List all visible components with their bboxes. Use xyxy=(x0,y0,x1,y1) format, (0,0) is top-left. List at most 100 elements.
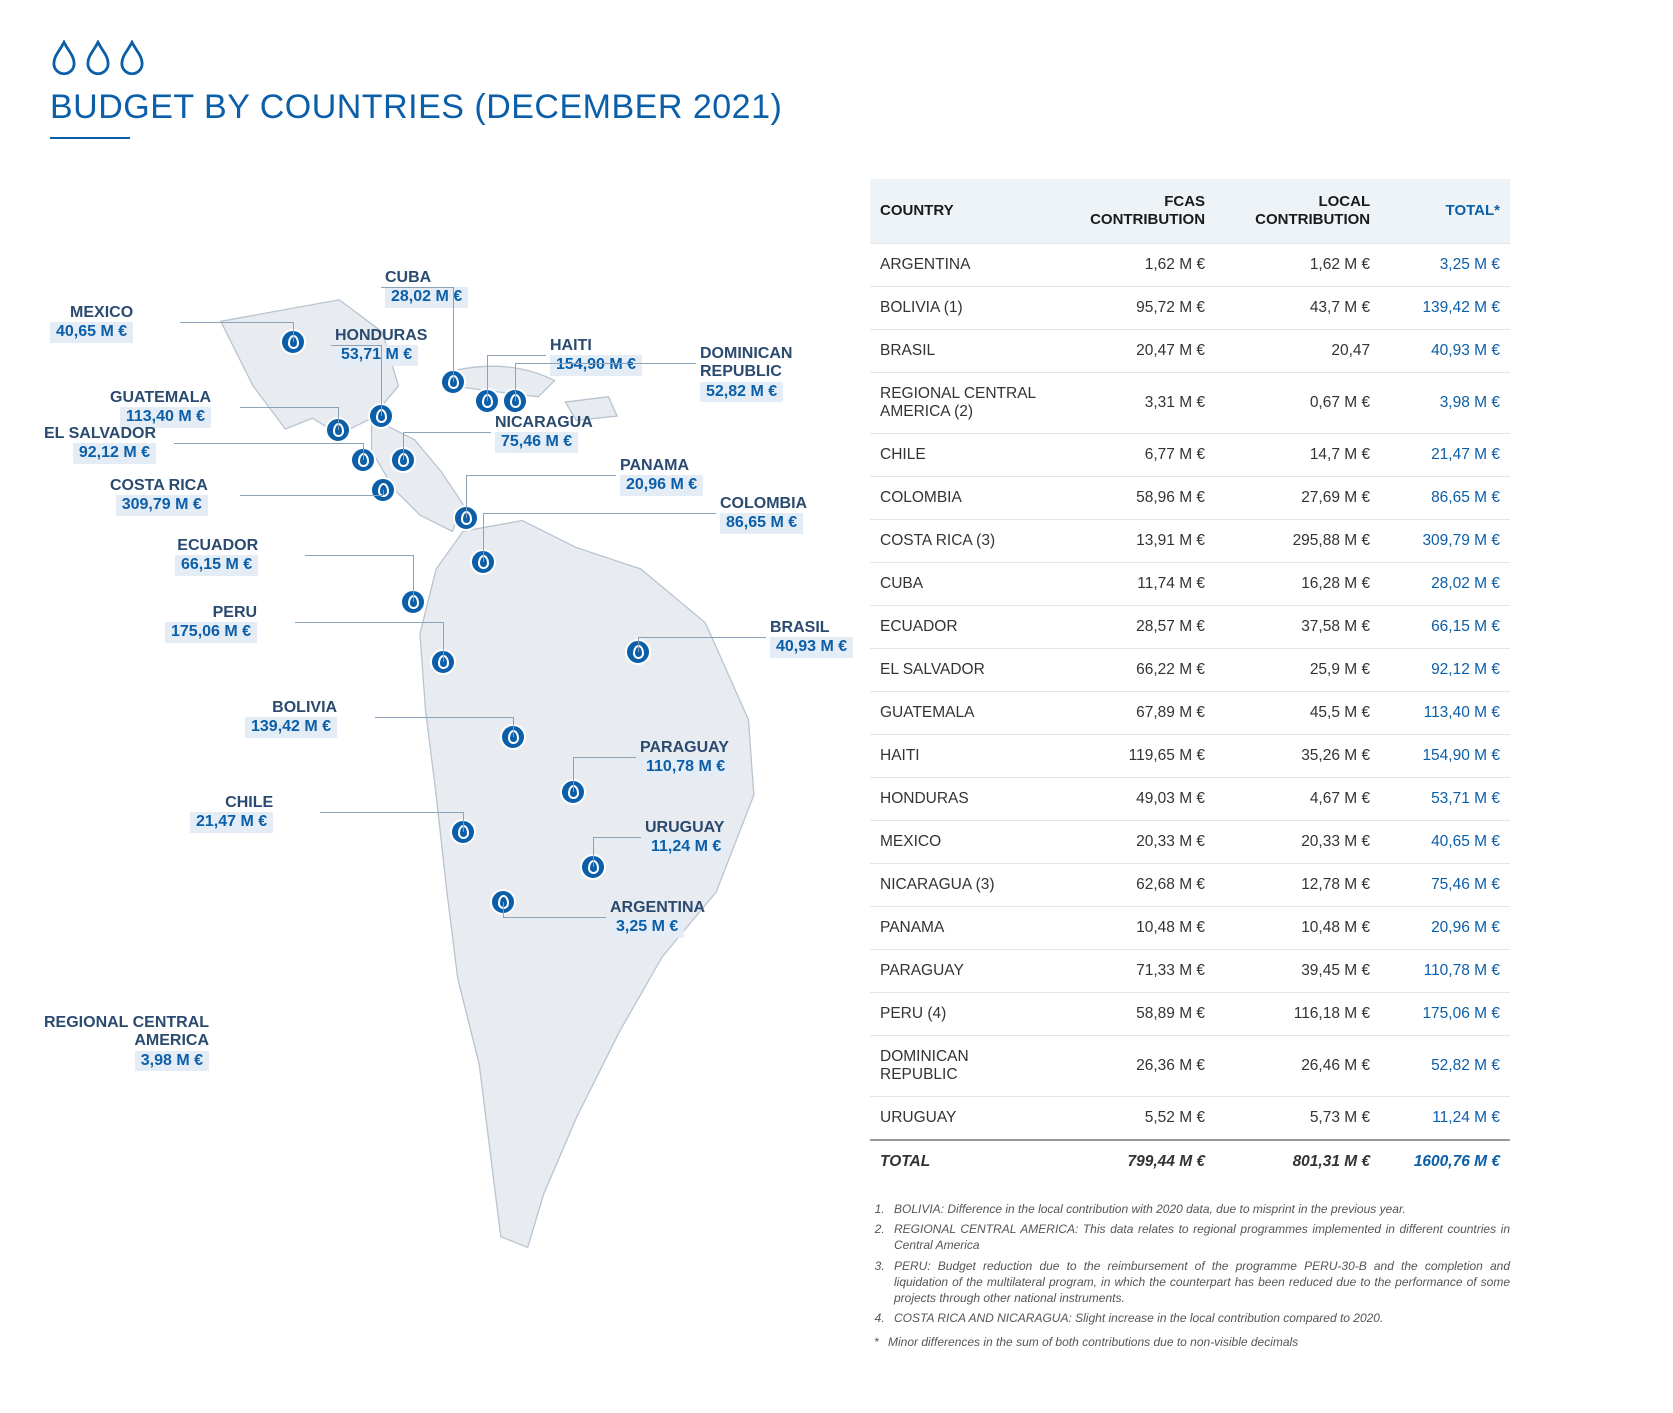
leader-line xyxy=(375,717,513,718)
cell-country: URUGUAY xyxy=(870,1097,1050,1141)
cell-total: 20,96 M € xyxy=(1380,907,1510,950)
map-label-value: 53,71 M € xyxy=(335,345,418,365)
map-label-ecuador: ECUADOR66,15 M € xyxy=(175,537,258,576)
leader-line xyxy=(240,495,383,496)
leader-line xyxy=(403,432,404,460)
cell-fcas: 71,33 M € xyxy=(1050,950,1215,993)
table-row: BOLIVIA (1)95,72 M €43,7 M €139,42 M € xyxy=(870,287,1510,330)
budget-table-container: COUNTRY FCASCONTRIBUTION LOCALCONTRIBUTI… xyxy=(870,179,1510,1351)
cell-local: 12,78 M € xyxy=(1215,864,1380,907)
col-country: COUNTRY xyxy=(870,179,1050,244)
map-label-uruguay: URUGUAY11,24 M € xyxy=(645,819,727,858)
map-label-name: COLOMBIA xyxy=(720,495,807,513)
col-total: TOTAL* xyxy=(1380,179,1510,244)
cell-total: 86,65 M € xyxy=(1380,477,1510,520)
cell-total: 3,25 M € xyxy=(1380,244,1510,287)
col-local: LOCALCONTRIBUTION xyxy=(1215,179,1380,244)
map-label-costa-rica: COSTA RICA309,79 M € xyxy=(110,477,208,516)
table-row: BRASIL20,47 M €20,4740,93 M € xyxy=(870,330,1510,373)
cell-local: 27,69 M € xyxy=(1215,477,1380,520)
cell-local: 37,58 M € xyxy=(1215,606,1380,649)
cell-country: BOLIVIA (1) xyxy=(870,287,1050,330)
col-fcas: FCASCONTRIBUTION xyxy=(1050,179,1215,244)
leader-line xyxy=(483,513,716,514)
leader-line xyxy=(443,622,444,662)
table-row: HAITI119,65 M €35,26 M €154,90 M € xyxy=(870,735,1510,778)
cell-country: CHILE xyxy=(870,434,1050,477)
cell-country: HONDURAS xyxy=(870,778,1050,821)
leader-line xyxy=(638,637,639,652)
map-label-paraguay: PARAGUAY110,78 M € xyxy=(640,739,731,778)
map-label-value: 28,02 M € xyxy=(385,287,468,307)
cell-total: 21,47 M € xyxy=(1380,434,1510,477)
leader-line xyxy=(381,287,453,288)
leader-line xyxy=(363,443,364,460)
cell-country: MEXICO xyxy=(870,821,1050,864)
map-label-name: COSTA RICA xyxy=(110,477,208,495)
map-label-name: GUATEMALA xyxy=(110,389,211,407)
cell-local: 16,28 M € xyxy=(1215,563,1380,606)
cell-local: 5,73 M € xyxy=(1215,1097,1380,1141)
table-row: PERU (4)58,89 M €116,18 M €175,06 M € xyxy=(870,993,1510,1036)
table-row: CHILE6,77 M €14,7 M €21,47 M € xyxy=(870,434,1510,477)
cell-total: 309,79 M € xyxy=(1380,520,1510,563)
cell-local: 10,48 M € xyxy=(1215,907,1380,950)
cell-total: 66,15 M € xyxy=(1380,606,1510,649)
cell-local: 25,9 M € xyxy=(1215,649,1380,692)
cell-total: 113,40 M € xyxy=(1380,692,1510,735)
leader-line xyxy=(180,322,293,323)
map-label-value: 20,96 M € xyxy=(620,475,703,495)
cell-country: COSTA RICA (3) xyxy=(870,520,1050,563)
cell-total: 28,02 M € xyxy=(1380,563,1510,606)
cell-local: 26,46 M € xyxy=(1215,1036,1380,1097)
cell-local: 45,5 M € xyxy=(1215,692,1380,735)
table-row: ECUADOR28,57 M €37,58 M €66,15 M € xyxy=(870,606,1510,649)
cell-fcas: 58,96 M € xyxy=(1050,477,1215,520)
map-label-regional-central-america: REGIONAL CENTRALAMERICA3,98 M € xyxy=(44,1014,209,1071)
cell-total: 75,46 M € xyxy=(1380,864,1510,907)
cell-total: 11,24 M € xyxy=(1380,1097,1510,1141)
map-label-value: 75,46 M € xyxy=(495,432,578,452)
map-label-brasil: BRASIL40,93 M € xyxy=(770,619,853,658)
cell-total: 92,12 M € xyxy=(1380,649,1510,692)
map-label-value: 92,12 M € xyxy=(73,443,156,463)
leader-line xyxy=(293,322,294,342)
cell-country: DOMINICAN REPUBLIC xyxy=(870,1036,1050,1097)
cell-total: 1600,76 M € xyxy=(1380,1140,1510,1183)
map-label-el-salvador: EL SALVADOR92,12 M € xyxy=(44,425,156,464)
cell-fcas: 20,47 M € xyxy=(1050,330,1215,373)
cell-country: PANAMA xyxy=(870,907,1050,950)
cell-country: ECUADOR xyxy=(870,606,1050,649)
leader-line xyxy=(483,513,484,562)
table-row: URUGUAY5,52 M €5,73 M €11,24 M € xyxy=(870,1097,1510,1141)
cell-country: PARAGUAY xyxy=(870,950,1050,993)
cell-local: 20,33 M € xyxy=(1215,821,1380,864)
map-label-value: 110,78 M € xyxy=(640,757,731,777)
cell-local: 0,67 M € xyxy=(1215,373,1380,434)
budget-table: COUNTRY FCASCONTRIBUTION LOCALCONTRIBUTI… xyxy=(870,179,1510,1183)
leader-line xyxy=(638,637,766,638)
cell-local: 39,45 M € xyxy=(1215,950,1380,993)
footnotes: BOLIVIA: Difference in the local contrib… xyxy=(870,1201,1510,1351)
map-label-haiti: HAITI154,90 M € xyxy=(550,337,642,376)
leader-line xyxy=(338,407,339,430)
leader-line xyxy=(403,432,491,433)
cell-country: COLOMBIA xyxy=(870,477,1050,520)
map-label-name: NICARAGUA xyxy=(495,414,593,432)
cell-total: 175,06 M € xyxy=(1380,993,1510,1036)
table-row: COSTA RICA (3)13,91 M €295,88 M €309,79 … xyxy=(870,520,1510,563)
map-label-value: 139,42 M € xyxy=(245,717,337,737)
leader-line xyxy=(573,757,636,758)
table-row: GUATEMALA67,89 M €45,5 M €113,40 M € xyxy=(870,692,1510,735)
leader-line xyxy=(487,355,546,356)
map-label-name: PERU xyxy=(165,604,257,622)
map-label-name: PARAGUAY xyxy=(640,739,731,757)
leader-line xyxy=(413,555,414,602)
leader-line xyxy=(305,555,413,556)
content: MEXICO40,65 M €CUBA28,02 M €HONDURAS53,7… xyxy=(50,169,1623,1351)
leader-line xyxy=(515,363,696,364)
table-row: PANAMA10,48 M €10,48 M €20,96 M € xyxy=(870,907,1510,950)
cell-fcas: 58,89 M € xyxy=(1050,993,1215,1036)
header: BUDGET BY COUNTRIES (DECEMBER 2021) xyxy=(50,40,1623,139)
leader-line xyxy=(593,837,641,838)
